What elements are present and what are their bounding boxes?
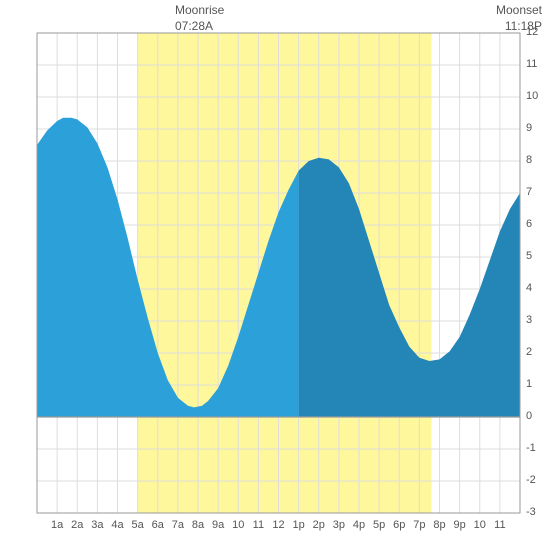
y-tick-label: -1 (526, 442, 536, 454)
x-tick-label: 1p (290, 519, 308, 531)
y-tick-label: 8 (526, 154, 532, 166)
y-tick-label: 10 (526, 90, 538, 102)
x-tick-label: 6p (390, 519, 408, 531)
x-tick-label: 5a (129, 519, 147, 531)
y-tick-label: 12 (526, 26, 538, 38)
y-tick-label: 6 (526, 218, 532, 230)
x-tick-label: 5p (370, 519, 388, 531)
x-tick-label: 10 (471, 519, 489, 531)
x-tick-label: 2a (68, 519, 86, 531)
tide-chart: Moonrise 07:28A Moonset 11:18P 1a2a3a4a5… (0, 0, 550, 550)
x-tick-label: 12 (270, 519, 288, 531)
x-tick-label: 2p (310, 519, 328, 531)
x-tick-label: 3a (88, 519, 106, 531)
x-tick-label: 9p (451, 519, 469, 531)
y-tick-label: 1 (526, 378, 532, 390)
moonset-title: Moonset (496, 2, 542, 18)
x-tick-label: 1a (48, 519, 66, 531)
x-tick-label: 4p (350, 519, 368, 531)
y-tick-label: 11 (526, 58, 537, 70)
y-tick-label: 3 (526, 314, 532, 326)
x-tick-label: 7p (410, 519, 428, 531)
x-tick-label: 3p (330, 519, 348, 531)
y-tick-label: 7 (526, 186, 532, 198)
y-tick-label: 2 (526, 346, 532, 358)
x-tick-label: 11 (491, 519, 509, 531)
moonrise-time: 07:28A (175, 18, 224, 34)
y-tick-label: -2 (526, 474, 536, 486)
y-tick-label: -3 (526, 506, 536, 518)
x-tick-label: 6a (149, 519, 167, 531)
y-tick-label: 5 (526, 250, 532, 262)
y-tick-label: 0 (526, 410, 532, 422)
x-tick-label: 7a (169, 519, 187, 531)
x-tick-label: 8p (431, 519, 449, 531)
x-tick-label: 11 (249, 519, 267, 531)
y-tick-label: 4 (526, 282, 532, 294)
x-tick-label: 10 (229, 519, 247, 531)
moonrise-block: Moonrise 07:28A (175, 2, 224, 34)
x-tick-label: 4a (109, 519, 127, 531)
x-tick-label: 8a (189, 519, 207, 531)
moonrise-title: Moonrise (175, 2, 224, 18)
y-tick-label: 9 (526, 122, 532, 134)
x-tick-label: 9a (209, 519, 227, 531)
chart-canvas (0, 0, 550, 550)
